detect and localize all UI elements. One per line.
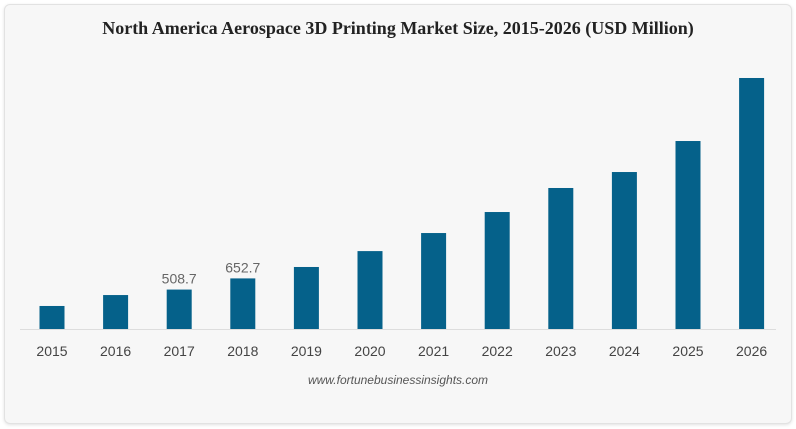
- x-tick-label: 2018: [227, 343, 258, 359]
- x-tick-label: 2016: [100, 343, 131, 359]
- bar-2015: [39, 305, 65, 329]
- x-tick-label: 2026: [736, 343, 767, 359]
- data-label: 652.7: [225, 259, 260, 275]
- bar-2019: [293, 266, 319, 329]
- bar-2017: [166, 289, 192, 329]
- x-tick-label: 2020: [354, 343, 385, 359]
- bar-2022: [484, 212, 510, 329]
- bar-2024: [611, 172, 637, 329]
- chart-card: [4, 4, 792, 424]
- bar-2023: [548, 187, 574, 329]
- bar-2016: [103, 295, 129, 329]
- source-label: www.fortunebusinessinsights.com: [307, 373, 489, 387]
- x-tick-label: 2017: [164, 343, 195, 359]
- bar-2025: [675, 141, 701, 329]
- bar-2018: [230, 278, 256, 329]
- bar-2021: [421, 233, 447, 329]
- chart-title: North America Aerospace 3D Printing Mark…: [102, 18, 694, 38]
- data-label: 508.7: [162, 271, 197, 287]
- x-tick-label: 2021: [418, 343, 449, 359]
- x-tick-label: 2022: [482, 343, 513, 359]
- bar-2020: [357, 251, 383, 329]
- x-tick-label: 2019: [291, 343, 322, 359]
- x-tick-label: 2025: [672, 343, 703, 359]
- x-tick-label: 2015: [36, 343, 67, 359]
- bar-2026: [739, 77, 765, 329]
- x-tick-label: 2024: [609, 343, 640, 359]
- x-tick-label: 2023: [545, 343, 576, 359]
